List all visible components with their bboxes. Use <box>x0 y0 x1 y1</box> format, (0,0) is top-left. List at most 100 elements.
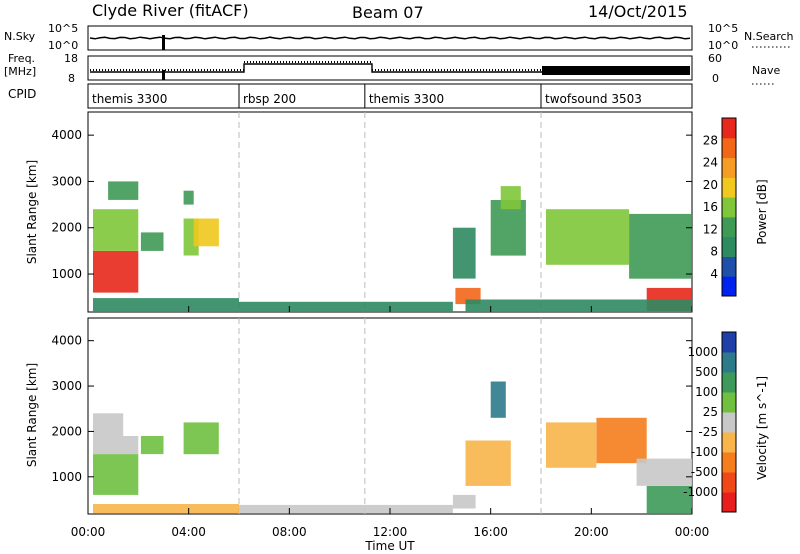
power-ylabel: Slant Range [km] <box>25 160 39 264</box>
nave-dense-block <box>542 66 690 75</box>
colorbar-swatch <box>722 432 736 453</box>
colorbar-swatch <box>722 137 736 159</box>
colorbar-swatch <box>722 157 736 178</box>
cpid-segment-label: twofsound 3503 <box>545 92 642 106</box>
scatter-echo-region <box>465 440 511 486</box>
x-tick-label: 08:00 <box>272 525 307 539</box>
scatter-echo-region <box>465 299 692 312</box>
scatter-echo-region <box>93 209 139 251</box>
colorbar-tick-label: -100 <box>691 445 718 459</box>
colorbar-swatch <box>722 492 736 513</box>
velocity-panel-frame <box>87 317 693 515</box>
cpid-segments: themis 3300 rbsp 200 themis 3300 twofsound … <box>92 84 642 108</box>
colorbar-tick-label: 24 <box>703 156 718 170</box>
velocity-panel: 1000 2000 3000 4000 <box>51 318 693 514</box>
nsky-gap-marker <box>162 35 165 50</box>
scatter-echo-region <box>93 250 139 293</box>
x-tick-label: 12:00 <box>373 525 408 539</box>
scatter-echo-region <box>93 298 239 312</box>
cpid-label: CPID <box>8 87 36 101</box>
beam-title: Beam 07 <box>352 3 424 22</box>
x-tick-label: 00:00 <box>675 525 710 539</box>
scatter-echo-region <box>239 301 453 312</box>
cpid-strip-frame <box>87 83 693 109</box>
colorbar-tick-label: -500 <box>691 465 718 479</box>
scatter-echo-region <box>93 504 239 514</box>
colorbar-swatch <box>722 332 736 353</box>
y-tick-label: 4000 <box>51 128 82 142</box>
freq-unit-label: [MHz] <box>4 65 36 78</box>
colorbar-tick-label: 16 <box>703 200 718 214</box>
freq-tick-top: 18 <box>64 52 78 65</box>
colorbar-swatch <box>722 177 736 198</box>
nsky-tick-bottom: 10^0 <box>48 39 78 52</box>
scatter-echo-region <box>490 200 526 256</box>
cpid-segment-label: themis 3300 <box>92 92 167 106</box>
scatter-echo-region <box>183 190 194 205</box>
colorbar-swatch <box>722 118 736 139</box>
colorbar-swatch <box>722 412 736 433</box>
colorbar-tick-label: 28 <box>703 133 718 147</box>
colorbar-swatch <box>722 276 736 297</box>
colorbar-swatch <box>722 452 736 473</box>
scatter-echo-region <box>646 485 692 514</box>
power-colorbar: 4 8 12 16 20 24 28 <box>703 117 737 297</box>
scatter-echo-region <box>140 436 164 455</box>
colorbar-swatch <box>722 372 736 393</box>
nsky-label: N.Sky <box>4 30 36 43</box>
freq-label: Freq. <box>8 52 35 65</box>
scatter-echo-region <box>490 381 506 418</box>
colorbar-swatch <box>722 472 736 493</box>
velocity-colorbar: -1000 -500 -100 -25 25 100 500 1000 <box>683 331 737 513</box>
y-tick-label: 2000 <box>51 424 82 438</box>
scatter-echo-region <box>636 458 692 486</box>
time-axis: 00:00 04:00 08:00 12:00 16:00 20:00 00:00 <box>71 525 710 539</box>
power-panel: 1000 2000 3000 4000 <box>51 112 693 312</box>
nsearch-label: N.Search <box>744 30 794 43</box>
scatter-echo-region <box>140 232 164 251</box>
time-axis-label: Time UT <box>364 539 415 553</box>
nave-label: Nave <box>752 64 780 77</box>
scatter-echo-region <box>500 186 521 210</box>
nave-tick-bottom: 0 <box>712 72 719 85</box>
colorbar-tick-label: 12 <box>703 222 718 236</box>
cpid-segment-label: rbsp 200 <box>243 92 296 106</box>
colorbar-swatch <box>722 236 736 257</box>
scatter-echo-region <box>193 218 219 247</box>
scatter-echo-region <box>108 181 139 200</box>
scatter-echo-region <box>93 436 139 455</box>
y-tick-label: 2000 <box>51 221 82 235</box>
freq-series-line <box>90 63 690 73</box>
colorbar-tick-label: 8 <box>710 245 718 259</box>
y-tick-label: 1000 <box>51 470 82 484</box>
velocity-colorbar-label: Velocity [m s^-1] <box>755 376 769 480</box>
colorbar-swatch <box>722 392 736 413</box>
station-title: Clyde River (fitACF) <box>92 1 249 20</box>
freq-tick-bottom: 8 <box>68 72 75 85</box>
colorbar-tick-label: -1000 <box>683 485 718 499</box>
colorbar-swatch <box>722 256 736 277</box>
colorbar-frame <box>721 117 737 297</box>
nsearch-tick-top: 10^5 <box>708 22 738 35</box>
y-tick-label: 4000 <box>51 334 82 348</box>
scatter-echo-region <box>596 417 647 464</box>
x-tick-label: 04:00 <box>171 525 206 539</box>
freq-strip-frame <box>87 55 693 81</box>
nave-tick-top: 60 <box>708 52 722 65</box>
x-tick-label: 16:00 <box>473 525 508 539</box>
nsearch-tick-bottom: 10^0 <box>708 39 738 52</box>
scatter-echo-region <box>546 422 597 468</box>
nsky-tick-top: 10^5 <box>48 22 78 35</box>
scatter-echo-region <box>93 454 139 495</box>
colorbar-tick-label: 1000 <box>687 345 718 359</box>
scatter-echo-region <box>183 422 219 455</box>
scatter-echo-region <box>452 494 476 509</box>
y-tick-label: 3000 <box>51 379 82 393</box>
colorbar-tick-label: 100 <box>695 385 718 399</box>
y-tick-label: 3000 <box>51 174 82 188</box>
scatter-echo-region <box>452 227 476 279</box>
colorbar-tick-label: 4 <box>710 267 718 281</box>
velocity-ylabel: Slant Range [km] <box>25 363 39 467</box>
colorbar-swatch <box>722 197 736 218</box>
scatter-echo-region <box>546 209 630 265</box>
